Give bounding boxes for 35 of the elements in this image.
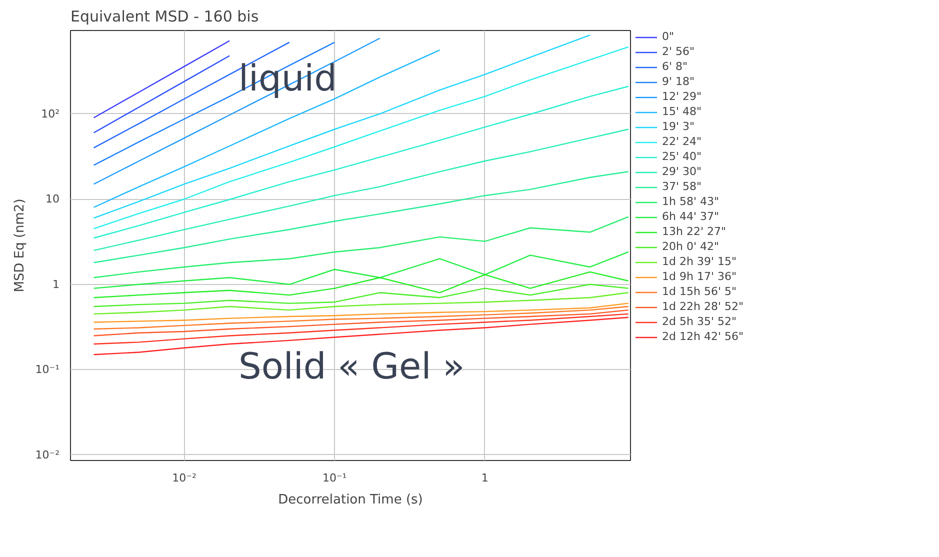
legend-label: 6' 8" bbox=[662, 60, 688, 73]
legend-label: 1h 58' 43" bbox=[662, 195, 720, 208]
chart-title: Equivalent MSD - 160 bis bbox=[70, 8, 259, 26]
legend-label: 1d 15h 56' 5" bbox=[662, 285, 737, 298]
x-tick-label: 10⁻¹ bbox=[322, 472, 347, 484]
legend-label: 1d 9h 17' 36" bbox=[662, 270, 737, 283]
y-tick-label: 10² bbox=[41, 107, 60, 120]
legend-label: 0" bbox=[662, 30, 676, 43]
legend-label: 22' 24" bbox=[662, 135, 702, 148]
legend-label: 20h 0' 42" bbox=[662, 240, 720, 253]
x-tick-label: 10⁻² bbox=[172, 472, 196, 484]
legend-label: 13h 22' 27" bbox=[662, 225, 726, 238]
y-tick-label: 10⁻¹ bbox=[35, 363, 60, 376]
annotation: Solid « Gel » bbox=[238, 346, 465, 388]
legend-label: 2d 5h 35' 52" bbox=[662, 315, 737, 328]
legend-label: 2d 12h 42' 56" bbox=[662, 330, 744, 343]
y-tick-label: 1 bbox=[52, 278, 60, 291]
legend-label: 2' 56" bbox=[662, 45, 695, 58]
legend-label: 37' 58" bbox=[662, 180, 702, 193]
y-tick-label: 10⁻² bbox=[35, 448, 60, 462]
legend-label: 1d 2h 39' 15" bbox=[662, 255, 737, 268]
y-tick-label: 10 bbox=[46, 192, 60, 206]
x-tick-label: 1 bbox=[481, 472, 488, 484]
legend-label: 9' 18" bbox=[662, 75, 695, 88]
x-axis-title: Decorrelation Time (s) bbox=[278, 492, 423, 508]
legend-label: 6h 44' 37" bbox=[662, 210, 720, 223]
legend-label: 15' 48" bbox=[662, 105, 702, 118]
legend-label: 1d 22h 28' 52" bbox=[662, 300, 744, 313]
line-series bbox=[93, 40, 230, 118]
legend-label: 29' 30" bbox=[662, 165, 702, 178]
line-series bbox=[93, 55, 230, 134]
y-axis-title: MSD Eq (nm2) bbox=[12, 198, 28, 292]
legend-label: 12' 29" bbox=[662, 90, 702, 103]
legend-label: 19' 3" bbox=[662, 120, 695, 133]
legend-label: 25' 40" bbox=[662, 150, 702, 163]
